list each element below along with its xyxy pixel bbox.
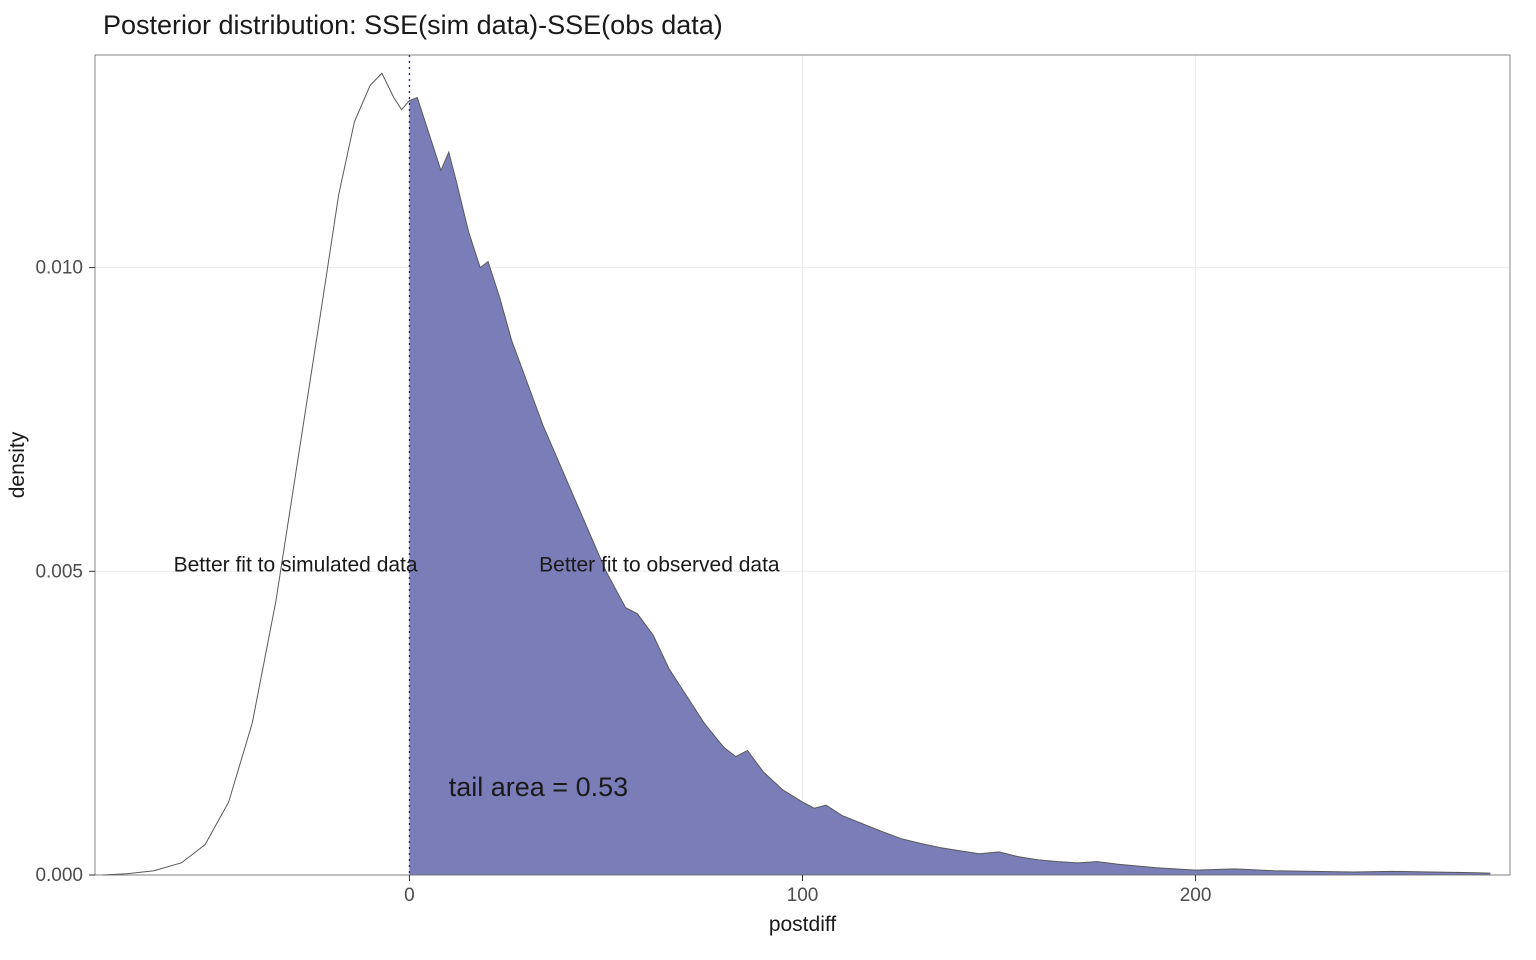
annotation-text: Better fit to simulated data [174, 553, 418, 576]
chart-title: Posterior distribution: SSE(sim data)-SS… [103, 10, 723, 40]
x-axis-label: postdiff [769, 913, 836, 936]
y-tick-label: 0.000 [35, 865, 83, 886]
density-chart: 0 100 200 0.000 0.005 0.010 postdiff density Pos… [0, 0, 1536, 960]
y-tick-label: 0.010 [35, 258, 83, 279]
x-tick-label: 200 [1180, 885, 1212, 906]
chart-svg: 0 100 200 0.000 0.005 0.010 postdiff density Pos… [0, 0, 1536, 960]
x-tick-label: 0 [404, 885, 415, 906]
annotation-text: tail area = 0.53 [449, 772, 628, 802]
y-axis-label: density [6, 431, 29, 498]
y-tick-label: 0.005 [35, 561, 83, 582]
x-tick-label: 100 [787, 885, 819, 906]
annotation-text: Better fit to observed data [539, 553, 780, 576]
